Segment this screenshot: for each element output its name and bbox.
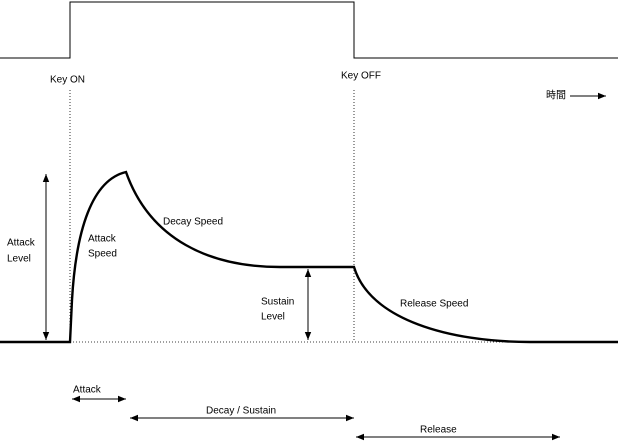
time-label: 時間: [546, 90, 566, 102]
sustain-level-label: Level: [261, 312, 285, 323]
attack-level-label: Level: [7, 254, 31, 265]
gate-signal: [0, 1, 618, 59]
attack-speed-label: Attack: [88, 234, 117, 245]
release-phase-label: Release: [420, 425, 457, 436]
key-off-label: Key OFF: [341, 71, 381, 82]
key-on-label: Key ON: [50, 75, 85, 86]
sustain-level-label: Sustain: [261, 297, 294, 308]
release-speed-label: Release Speed: [400, 299, 468, 310]
attack-phase-label: Attack: [73, 385, 102, 396]
attack-level-label: Attack: [7, 238, 36, 249]
decay-sustain-phase-label: Decay / Sustain: [206, 406, 276, 417]
decay-speed-label: Decay Speed: [163, 217, 223, 228]
envelope-curve: [0, 170, 618, 344]
attack-speed-label: Speed: [88, 249, 117, 260]
